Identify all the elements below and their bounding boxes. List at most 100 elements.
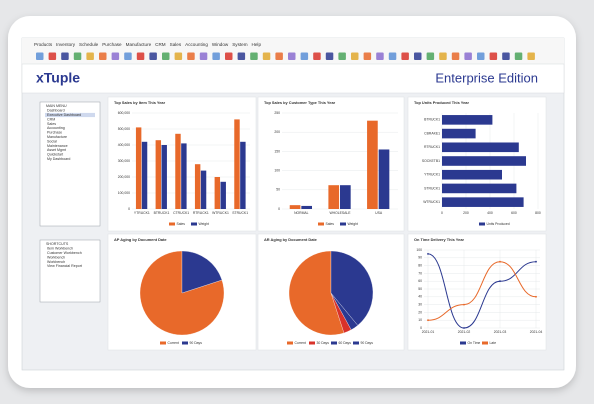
- toolbar-icon[interactable]: [48, 52, 57, 61]
- toolbar-icon[interactable]: [149, 52, 157, 61]
- toolbar-icon[interactable]: [99, 52, 107, 61]
- toolbar-icon[interactable]: [124, 52, 132, 61]
- toolbar-icon[interactable]: [199, 52, 208, 61]
- y-tick-label: 400,000: [118, 143, 130, 147]
- y-tick-label: RTRUCK1: [424, 145, 440, 149]
- x-tick-label: RTRUCK1: [193, 211, 209, 215]
- sidebar-item[interactable]: Social: [47, 139, 57, 143]
- toolbar-icon[interactable]: [338, 52, 346, 61]
- toolbar-icon[interactable]: [36, 52, 44, 61]
- x-tick-label: BTRUCK1: [154, 211, 170, 215]
- toolbar-icon[interactable]: [212, 52, 220, 61]
- toolbar-icon[interactable]: [351, 52, 359, 61]
- bar: [442, 197, 524, 207]
- bar: [442, 115, 493, 125]
- toolbar-icon[interactable]: [237, 52, 246, 61]
- toolbar-icon[interactable]: [477, 52, 485, 61]
- toolbar-icon[interactable]: [439, 52, 447, 61]
- toolbar-icon[interactable]: [288, 52, 296, 61]
- sidebar-item[interactable]: CRM: [47, 117, 55, 121]
- pie-slice: [330, 250, 374, 326]
- toolbar-icon[interactable]: [325, 52, 334, 61]
- menu-item[interactable]: Products: [34, 42, 53, 47]
- toolbar-icon[interactable]: [136, 52, 145, 61]
- sidebar-item[interactable]: Workbench: [47, 255, 65, 259]
- legend-label: Current: [168, 341, 179, 345]
- toolbar-icon[interactable]: [225, 52, 233, 61]
- y-tick-label: 0: [278, 207, 280, 211]
- menu-item[interactable]: Purchase: [102, 42, 122, 47]
- toolbar-icon[interactable]: [527, 52, 535, 61]
- x-tick-label: CTRUCK1: [173, 211, 189, 215]
- line-point: [463, 303, 465, 306]
- line-point: [499, 260, 501, 263]
- bar: [141, 141, 148, 209]
- sidebar-item[interactable]: Accounting: [47, 126, 65, 130]
- menu-item[interactable]: CRM: [155, 42, 166, 47]
- toolbar-icon[interactable]: [376, 52, 384, 61]
- toolbar-icon[interactable]: [111, 52, 120, 61]
- menu-item[interactable]: Accounting: [185, 42, 208, 47]
- sidebar-item[interactable]: My Dashboard: [47, 157, 70, 161]
- toolbar-icon[interactable]: [73, 52, 82, 61]
- legend-swatch: [460, 341, 466, 345]
- sidebar-item[interactable]: Executive Dashboard: [47, 113, 81, 117]
- toolbar-icon[interactable]: [86, 52, 94, 61]
- sidebar-item[interactable]: View Financial Report: [47, 264, 82, 268]
- toolbar-icon[interactable]: [250, 52, 258, 61]
- chart-title: Top Sales by Customer Type This Year: [264, 100, 336, 105]
- toolbar-icon[interactable]: [363, 52, 372, 61]
- menu-item[interactable]: Sales: [170, 42, 182, 47]
- bar: [442, 156, 526, 166]
- toolbar-icon[interactable]: [313, 52, 321, 61]
- toolbar-icon[interactable]: [174, 52, 183, 61]
- sidebar-item[interactable]: Manufacture: [47, 135, 67, 139]
- sidebar-item[interactable]: Customer Workbench: [47, 251, 82, 255]
- sidebar-item[interactable]: Item Workbench: [47, 247, 73, 251]
- sidebar-item[interactable]: Dashboard: [47, 109, 65, 113]
- sidebar-item[interactable]: Quickstart: [47, 153, 63, 157]
- menu-item[interactable]: Schedule: [79, 42, 99, 47]
- toolbar-icon[interactable]: [502, 52, 510, 61]
- sidebar-item[interactable]: Workbench: [47, 260, 65, 264]
- chart-panel: [407, 233, 547, 351]
- toolbar-icon[interactable]: [187, 52, 195, 61]
- toolbar-icon[interactable]: [300, 52, 309, 61]
- y-tick-label: 200: [274, 130, 280, 134]
- toolbar-icon[interactable]: [489, 52, 498, 61]
- menu-item[interactable]: System: [232, 42, 247, 47]
- toolbar-icon[interactable]: [388, 52, 397, 61]
- y-tick-label: YTRUCK1: [424, 173, 440, 177]
- menu-item[interactable]: Inventory: [56, 42, 76, 47]
- x-tick-label: NORMAL: [294, 211, 309, 215]
- y-tick-label: 150: [274, 149, 280, 153]
- menu-item[interactable]: Window: [212, 42, 229, 47]
- legend-label: On Time: [468, 341, 481, 345]
- toolbar-icon[interactable]: [451, 52, 460, 61]
- toolbar-icon[interactable]: [426, 52, 435, 61]
- bar: [442, 169, 502, 180]
- menu-item[interactable]: Help: [252, 42, 262, 47]
- toolbar-icon[interactable]: [401, 52, 409, 61]
- main-menu-box: [39, 101, 101, 227]
- toolbar-icon[interactable]: [275, 52, 283, 61]
- toolbar-icon[interactable]: [162, 52, 170, 61]
- sidebar-item[interactable]: Asset Mgmt: [47, 148, 66, 152]
- toolbar-icon[interactable]: [414, 52, 422, 61]
- bar: [442, 142, 519, 153]
- sidebar-item[interactable]: Maintenance: [47, 144, 68, 148]
- toolbar-icon[interactable]: [464, 52, 472, 61]
- toolbar-icon[interactable]: [262, 52, 271, 61]
- chart-title: AP Aging by Document Date: [114, 237, 167, 242]
- menu-item[interactable]: Manufacture: [126, 42, 152, 47]
- sidebar-item[interactable]: Sales: [47, 122, 56, 126]
- line-point: [535, 295, 537, 298]
- bar: [181, 143, 187, 209]
- legend-swatch: [331, 341, 337, 345]
- y-tick-label: 50: [276, 188, 280, 192]
- legend-swatch: [340, 222, 346, 226]
- sidebar-item[interactable]: Purchase: [47, 131, 62, 135]
- bar: [289, 205, 301, 209]
- toolbar-icon[interactable]: [514, 52, 523, 61]
- toolbar-icon[interactable]: [61, 52, 69, 61]
